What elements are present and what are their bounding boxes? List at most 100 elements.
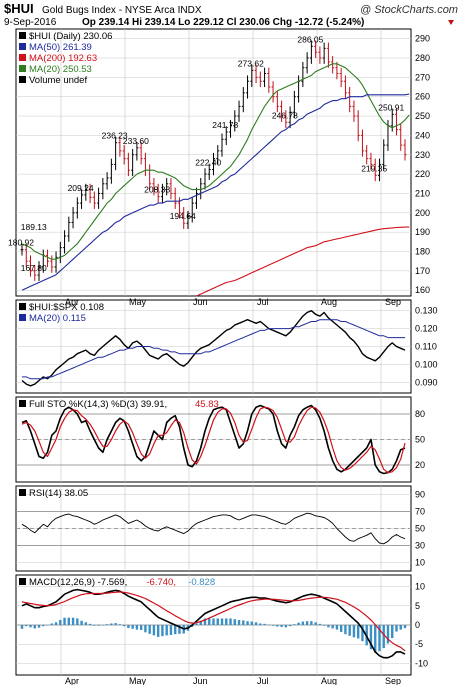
histogram-bar <box>250 621 253 625</box>
legend-swatch <box>19 303 26 310</box>
month-tick-label: Aug <box>321 676 337 685</box>
signal-line <box>21 591 406 652</box>
month-tick-label: Aug <box>321 297 337 307</box>
y-tick-label: 180 <box>415 247 430 257</box>
histogram-bar <box>101 625 105 626</box>
histogram-bar <box>284 625 288 628</box>
date-label: 9-Sep-2016 <box>4 17 57 28</box>
histogram-bar <box>220 618 224 625</box>
histogram-bar <box>84 622 88 625</box>
histogram-bar <box>348 625 351 636</box>
y-tick-label: 270 <box>415 72 430 82</box>
quote-line: Op 239.14 Hi 239.14 Lo 229.12 Cl 230.06 … <box>82 17 364 28</box>
chart-panels: Apr May Jun Jul Aug Sep1601701801902002102202… <box>8 28 438 685</box>
legend-entry: -0.828 <box>188 577 215 588</box>
histogram-bar <box>203 618 207 625</box>
y-tick-label: 190 <box>415 227 430 237</box>
histogram-bar <box>80 620 83 625</box>
histogram-bar <box>344 625 347 635</box>
legend-swatch <box>19 578 26 585</box>
d-line <box>21 406 406 474</box>
y-tick-label: 250 <box>415 111 430 121</box>
histogram-bar <box>42 625 45 627</box>
y-tick-label: 10 <box>415 582 425 592</box>
histogram-bar <box>144 625 147 633</box>
histogram-bar <box>361 625 364 642</box>
histogram-bar <box>122 625 126 627</box>
histogram-bar <box>208 618 211 625</box>
price-panel-border <box>15 28 412 297</box>
month-tick-label: May <box>129 676 147 685</box>
price-annotation: 194.64 <box>170 211 196 221</box>
price-annotation: 180.92 <box>8 238 34 248</box>
rsi-line <box>21 512 406 545</box>
histogram-bar <box>37 625 41 628</box>
price-annotation: 241.78 <box>212 120 238 130</box>
price-annotation: 273.62 <box>238 58 264 68</box>
brand-label: @ StockCharts.com <box>360 4 458 16</box>
y-tick-label: 0.120 <box>415 324 438 334</box>
histogram-bar <box>391 625 394 639</box>
histogram-bar <box>131 625 134 629</box>
histogram-bar <box>63 617 66 625</box>
histogram-bar <box>110 623 113 625</box>
price-annotation: 208.33 <box>144 185 170 195</box>
legend-swatch <box>19 400 26 407</box>
y-tick-label: 20 <box>415 460 425 470</box>
histogram-bar <box>280 625 283 627</box>
histogram-bar <box>356 625 360 639</box>
histogram-bar <box>382 625 385 649</box>
histogram-bar <box>67 617 71 625</box>
y-tick-label: 280 <box>415 53 430 63</box>
histogram-bar <box>195 623 198 625</box>
y-tick-label: 10 <box>415 558 425 568</box>
rsi-panel: 10 30 50 70 90 RSI(14) 38.05 <box>15 485 425 572</box>
ma200-line <box>196 226 410 297</box>
legend-entry: -6.740, <box>146 577 176 588</box>
price-panel: Apr May Jun Jul Aug Sep 160 170 180 190 200 210 220 2… <box>8 28 430 307</box>
histogram-bar <box>229 618 232 625</box>
legend-entry: 45.83 <box>195 399 219 410</box>
month-tick-label: Sep <box>385 297 401 307</box>
histogram-bar <box>327 625 330 628</box>
month-tick-label: Jun <box>193 297 208 307</box>
histogram-bar <box>127 625 130 629</box>
histogram-bar <box>267 624 271 626</box>
y-tick-label: 230 <box>415 150 430 160</box>
month-tick-label: Jul <box>257 676 269 685</box>
y-tick-label: 0.090 <box>415 377 438 387</box>
histogram-bar <box>152 625 156 636</box>
y-tick-label: -5 <box>415 639 423 649</box>
histogram-bar <box>178 625 181 634</box>
macd-line <box>21 588 406 659</box>
month-tick-label: Apr <box>65 297 79 307</box>
y-tick-label: 90 <box>415 490 425 500</box>
price-annotation: 222.40 <box>195 157 221 167</box>
month-tick-label: Jun <box>193 676 208 685</box>
histogram-bar <box>318 623 322 625</box>
y-tick-label: 0.110 <box>415 342 437 352</box>
histogram-bar <box>378 625 381 652</box>
histogram-bar <box>314 622 317 625</box>
ma20-line <box>21 63 410 260</box>
legend-entry: Volume undef <box>29 75 87 86</box>
histogram-bar <box>293 624 296 625</box>
price-annotation: 236.23 <box>102 131 128 141</box>
legend-swatch <box>19 314 26 321</box>
price-annotation: 233.60 <box>123 136 149 146</box>
histogram-bar <box>54 622 58 625</box>
y-tick-label: 240 <box>415 130 430 140</box>
histogram-bar <box>233 619 236 625</box>
histogram-bar <box>212 618 215 625</box>
histogram-bar <box>165 625 168 636</box>
y-tick-label: 200 <box>415 208 430 218</box>
histogram-bar <box>310 621 313 625</box>
histogram-bar <box>331 625 334 629</box>
histogram-bar <box>374 625 377 653</box>
price-annotation: 286.05 <box>297 34 323 44</box>
price-annotation: 219.35 <box>361 163 387 173</box>
y-tick-label: 0 <box>415 620 420 630</box>
histogram-bar <box>169 625 173 635</box>
legend-entry: RSI(14) 38.05 <box>29 488 88 499</box>
